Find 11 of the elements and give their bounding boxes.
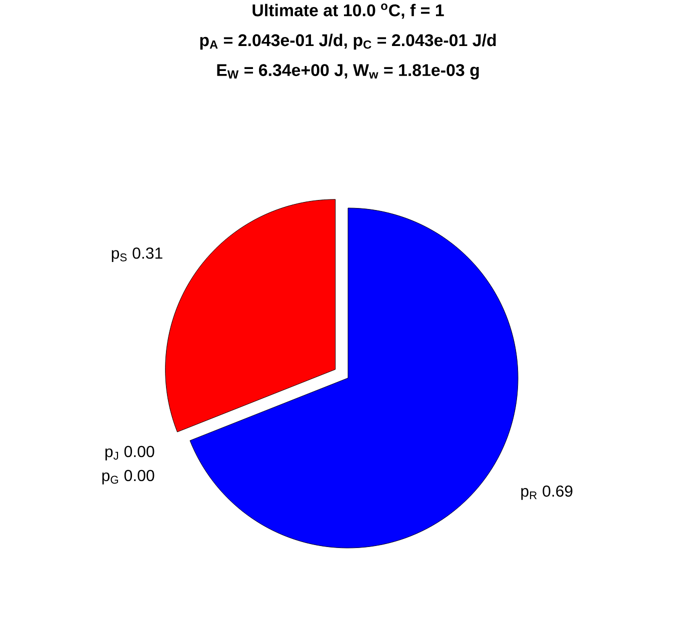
category-label: p$_{J}$ [105,448,118,460]
chart-subtitle: p$_{A}$ = 2.043e-01 J/d, p$_{C}$ = 2.043e-01 J/d [200,34,496,50]
slice-label: p$_{S}$ [112,250,127,262]
chart-title: Ultimate at 10.0 $^{o}$C, f = 1 [252,4,444,19]
text: 0.00 [124,470,154,482]
text: E$_{W}$ = 6.34e+00 J, W$_{w}$ = 1.81e-03 g [217,64,479,80]
slice-label: p$_{R}$ [521,488,537,500]
data-label: 0.31 [132,248,162,259]
category-label: p$_{G}$ [102,472,118,484]
text: 0.00 [124,446,154,458]
data-label: 0.69 [542,485,572,497]
